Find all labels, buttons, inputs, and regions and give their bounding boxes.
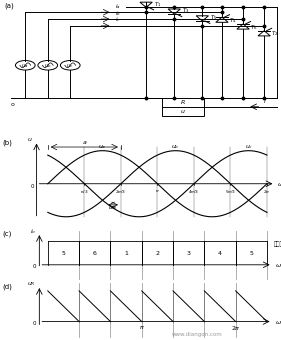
- Text: $u_b$: $u_b$: [171, 143, 180, 151]
- Text: $T_3$: $T_3$: [182, 6, 190, 15]
- Text: $2\pi$: $2\pi$: [263, 188, 271, 195]
- Text: (c): (c): [3, 231, 12, 237]
- Text: $u_a$: $u_a$: [98, 143, 107, 151]
- Bar: [162, 107, 204, 116]
- Text: $T_4$: $T_4$: [229, 16, 237, 25]
- Text: $i$: $i$: [263, 97, 266, 105]
- Text: 5: 5: [249, 251, 253, 256]
- Text: 1: 1: [124, 251, 128, 256]
- Text: $u_c$: $u_c$: [244, 143, 253, 151]
- Text: $u_b$: $u_b$: [44, 63, 52, 70]
- Text: $5\pi/3$: $5\pi/3$: [225, 188, 236, 195]
- Text: o: o: [11, 102, 15, 107]
- Text: 2: 2: [155, 251, 159, 256]
- Text: a: a: [82, 140, 86, 145]
- Text: u: u: [181, 109, 185, 114]
- Text: 3: 3: [187, 251, 191, 256]
- Text: (a): (a): [4, 3, 14, 9]
- Text: 5: 5: [62, 251, 65, 256]
- Text: $T_1$: $T_1$: [154, 0, 162, 8]
- Text: $\omega t$: $\omega t$: [277, 180, 281, 188]
- Text: $\pi$: $\pi$: [155, 188, 160, 194]
- Text: $T_5$: $T_5$: [210, 13, 217, 22]
- Text: www.diangon.com: www.diangon.com: [171, 332, 222, 337]
- Text: $T_2$: $T_2$: [271, 30, 279, 38]
- Text: $i_a$: $i_a$: [115, 2, 121, 11]
- Text: $4\pi/3$: $4\pi/3$: [188, 188, 200, 195]
- Text: $2\pi$: $2\pi$: [231, 324, 241, 333]
- Text: $T_6$: $T_6$: [250, 23, 258, 32]
- Text: 0: 0: [33, 321, 37, 326]
- Text: $u$: $u$: [27, 136, 32, 143]
- Text: (d): (d): [3, 284, 13, 290]
- Text: $\omega t$: $\omega t$: [275, 261, 281, 269]
- Text: $\pi$: $\pi$: [139, 324, 145, 332]
- Text: $i_b$: $i_b$: [115, 9, 121, 18]
- Text: $u_R$: $u_R$: [26, 280, 35, 288]
- Text: $\omega t_2$: $\omega t_2$: [108, 203, 118, 212]
- Text: 4: 4: [218, 251, 222, 256]
- Text: $\omega t$: $\omega t$: [275, 318, 281, 325]
- Text: $u_c$: $u_c$: [67, 63, 74, 70]
- Text: 导通管号: 导通管号: [274, 241, 281, 247]
- Text: R: R: [180, 100, 185, 105]
- Text: $2\pi/3$: $2\pi/3$: [115, 188, 126, 195]
- Text: $\pi/3$: $\pi/3$: [80, 188, 89, 195]
- Text: $u_a$: $u_a$: [21, 63, 29, 70]
- Text: 0: 0: [30, 184, 34, 189]
- Text: (b): (b): [3, 140, 13, 146]
- Text: $i_o$: $i_o$: [30, 227, 37, 236]
- Text: $i_c$: $i_c$: [115, 16, 121, 24]
- Text: 0: 0: [33, 264, 37, 269]
- Text: 6: 6: [93, 251, 97, 256]
